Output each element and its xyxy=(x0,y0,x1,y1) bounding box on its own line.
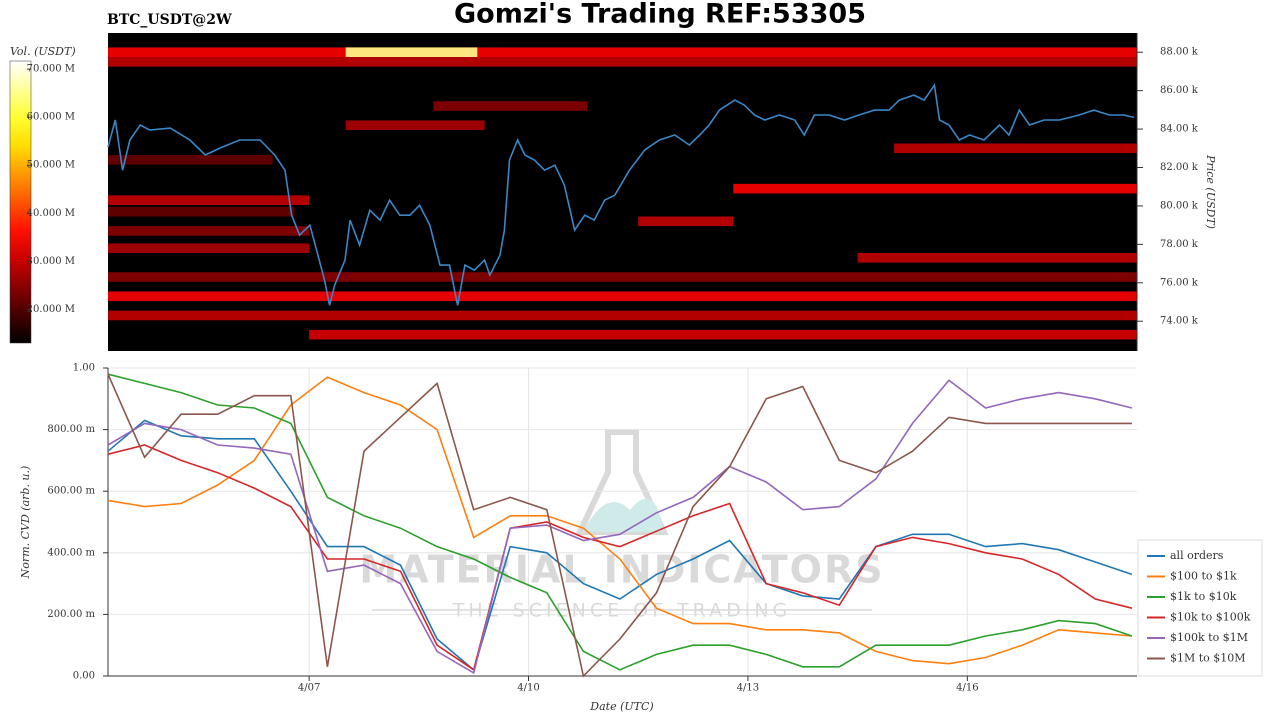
heat-cell xyxy=(108,206,295,217)
colorbar-tick-label: 20.000 M xyxy=(27,304,75,315)
y-tick-label: 0.00 xyxy=(73,671,95,682)
y-tick-label: 1.00 xyxy=(73,363,95,374)
cvd-line xyxy=(107,373,1132,678)
colorbar-label: Vol. (USDT) xyxy=(10,45,76,58)
x-tick-label: 4/13 xyxy=(737,683,759,694)
price-tick-label: 84.00 k xyxy=(1160,124,1199,135)
x-tick-label: 4/10 xyxy=(517,683,539,694)
heat-cell xyxy=(108,310,1137,321)
chart-title: Gomzi's Trading REF:53305 xyxy=(454,0,866,30)
heat-cell xyxy=(857,253,1137,263)
cvd-line xyxy=(107,444,1133,672)
heat-cell xyxy=(345,47,478,58)
colorbar-tick-label: 30.000 M xyxy=(27,256,75,267)
y-axis-title: Norm. CVD (arb. u.) xyxy=(19,466,32,580)
heat-cell xyxy=(433,101,588,111)
watermark-text: MATERIAL INDICATORS xyxy=(359,548,884,592)
watermark-liquid xyxy=(582,498,664,532)
price-tick-label: 88.00 k xyxy=(1160,47,1199,58)
x-tick-label: 4/07 xyxy=(298,683,320,694)
colorbar-tick-label: 70.000 M xyxy=(27,64,75,75)
colorbar xyxy=(9,60,32,344)
price-tick-label: 78.00 k xyxy=(1160,239,1199,250)
x-tick-label: 4/16 xyxy=(956,683,978,694)
heat-cell xyxy=(108,47,1137,58)
price-tick-label: 80.00 k xyxy=(1160,200,1199,211)
heat-cell xyxy=(108,155,273,165)
x-axis-title: Date (UTC) xyxy=(589,700,653,713)
heat-cell xyxy=(345,120,485,131)
colorbar-tick-label: 50.000 M xyxy=(27,160,75,171)
legend-label: $100 to $1k xyxy=(1170,570,1237,583)
heatmap xyxy=(108,47,1138,340)
price-tick-label: 86.00 k xyxy=(1160,85,1199,96)
y-tick-label: 400.00 m xyxy=(47,547,95,558)
heat-cell xyxy=(108,243,310,254)
colorbar-tick-label: 60.000 M xyxy=(27,112,75,123)
watermark: MATERIAL INDICATORS THE SCIENCE OF TRADIN… xyxy=(359,429,884,622)
heat-cell xyxy=(108,272,1137,282)
price-line xyxy=(107,82,1135,306)
y-tick-label: 800.00 m xyxy=(47,424,95,435)
legend-label: $1M to $10M xyxy=(1170,652,1246,665)
legend-box xyxy=(1137,539,1263,677)
y-tick-label: 600.00 m xyxy=(47,486,95,497)
price-tick-label: 76.00 k xyxy=(1160,277,1199,288)
heat-cell xyxy=(108,57,1137,67)
cvd-line xyxy=(107,376,1132,665)
cvd-line xyxy=(107,379,1133,675)
legend-label: all orders xyxy=(1170,549,1224,562)
legend-label: $10k to $100k xyxy=(1170,611,1251,624)
colorbar-tick-label: 40.000 M xyxy=(27,208,75,219)
y-tick-label: 200.00 m xyxy=(47,609,95,620)
watermark-subtext: THE SCIENCE OF TRADING xyxy=(452,600,792,622)
price-tick-label: 82.00 k xyxy=(1160,162,1199,173)
price-tick-label: 74.00 k xyxy=(1160,316,1199,327)
heat-cell xyxy=(108,226,310,236)
heat-cell xyxy=(894,143,1137,154)
heat-cell xyxy=(108,195,310,205)
heat-cell xyxy=(733,183,1137,194)
heat-cell xyxy=(108,291,1137,302)
heat-cell xyxy=(638,216,734,227)
cvd-line xyxy=(107,419,1133,672)
legend-label: $1k to $10k xyxy=(1170,590,1237,603)
cvd-line xyxy=(107,373,1133,671)
subtitle: BTC_USDT@2W xyxy=(107,12,232,28)
price-axis-title: Price (USDT) xyxy=(1204,154,1217,229)
legend-label: $100k to $1M xyxy=(1170,631,1248,644)
heat-cell xyxy=(309,329,1138,340)
